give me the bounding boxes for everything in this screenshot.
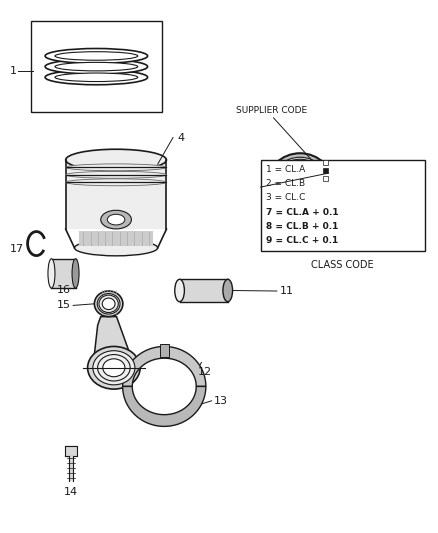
- Bar: [65, 446, 77, 456]
- Text: SUPPLIER CODE: SUPPLIER CODE: [236, 106, 307, 115]
- Text: 7 = CL.A + 0.1: 7 = CL.A + 0.1: [266, 208, 339, 216]
- Ellipse shape: [272, 159, 328, 214]
- Ellipse shape: [274, 161, 326, 212]
- Bar: [31, 21, 162, 112]
- Bar: [323, 160, 328, 165]
- Ellipse shape: [66, 149, 166, 171]
- Polygon shape: [123, 386, 206, 426]
- Ellipse shape: [102, 298, 115, 310]
- Bar: [180, 279, 228, 302]
- Ellipse shape: [97, 294, 120, 314]
- Ellipse shape: [48, 259, 55, 288]
- Ellipse shape: [72, 259, 79, 288]
- Text: 11: 11: [279, 286, 293, 296]
- Ellipse shape: [223, 279, 233, 302]
- Text: 3 = CL.C: 3 = CL.C: [266, 193, 305, 203]
- Ellipse shape: [88, 346, 140, 389]
- Bar: [323, 168, 328, 173]
- Ellipse shape: [103, 359, 125, 377]
- Ellipse shape: [99, 295, 118, 312]
- Text: 2 = CL.B: 2 = CL.B: [266, 179, 305, 188]
- Text: 17: 17: [10, 244, 24, 254]
- Text: 13: 13: [214, 396, 228, 406]
- Ellipse shape: [101, 211, 131, 229]
- Ellipse shape: [66, 179, 166, 186]
- Ellipse shape: [94, 291, 123, 317]
- Ellipse shape: [55, 73, 138, 82]
- Ellipse shape: [66, 164, 166, 171]
- Bar: [323, 176, 328, 181]
- Ellipse shape: [55, 62, 138, 71]
- Ellipse shape: [270, 157, 330, 216]
- Ellipse shape: [45, 59, 148, 74]
- Bar: [69, 456, 73, 481]
- Bar: [261, 160, 425, 251]
- Ellipse shape: [45, 70, 148, 85]
- Ellipse shape: [107, 214, 125, 225]
- Ellipse shape: [279, 166, 321, 207]
- Text: CLASS CODE: CLASS CODE: [311, 260, 374, 270]
- Text: 15: 15: [57, 301, 71, 310]
- Ellipse shape: [98, 354, 130, 381]
- Text: 9 = CL.C + 0.1: 9 = CL.C + 0.1: [266, 236, 338, 245]
- Ellipse shape: [266, 153, 334, 220]
- Text: 1: 1: [10, 66, 17, 76]
- Text: 4: 4: [177, 133, 184, 142]
- Text: 12: 12: [198, 367, 212, 377]
- Polygon shape: [93, 317, 135, 368]
- Ellipse shape: [45, 49, 148, 63]
- Ellipse shape: [55, 52, 138, 60]
- Ellipse shape: [287, 174, 313, 199]
- Ellipse shape: [175, 279, 184, 302]
- Bar: [79, 231, 153, 246]
- Text: 16: 16: [57, 285, 71, 295]
- Ellipse shape: [93, 351, 135, 385]
- Text: 14: 14: [64, 487, 78, 497]
- Text: 1 = CL.A: 1 = CL.A: [266, 165, 305, 174]
- Ellipse shape: [74, 240, 158, 256]
- Ellipse shape: [66, 171, 166, 178]
- Bar: [160, 344, 169, 357]
- Bar: [66, 160, 166, 229]
- Polygon shape: [123, 346, 206, 386]
- Bar: [51, 259, 75, 288]
- Text: 8 = CL.B + 0.1: 8 = CL.B + 0.1: [266, 222, 338, 231]
